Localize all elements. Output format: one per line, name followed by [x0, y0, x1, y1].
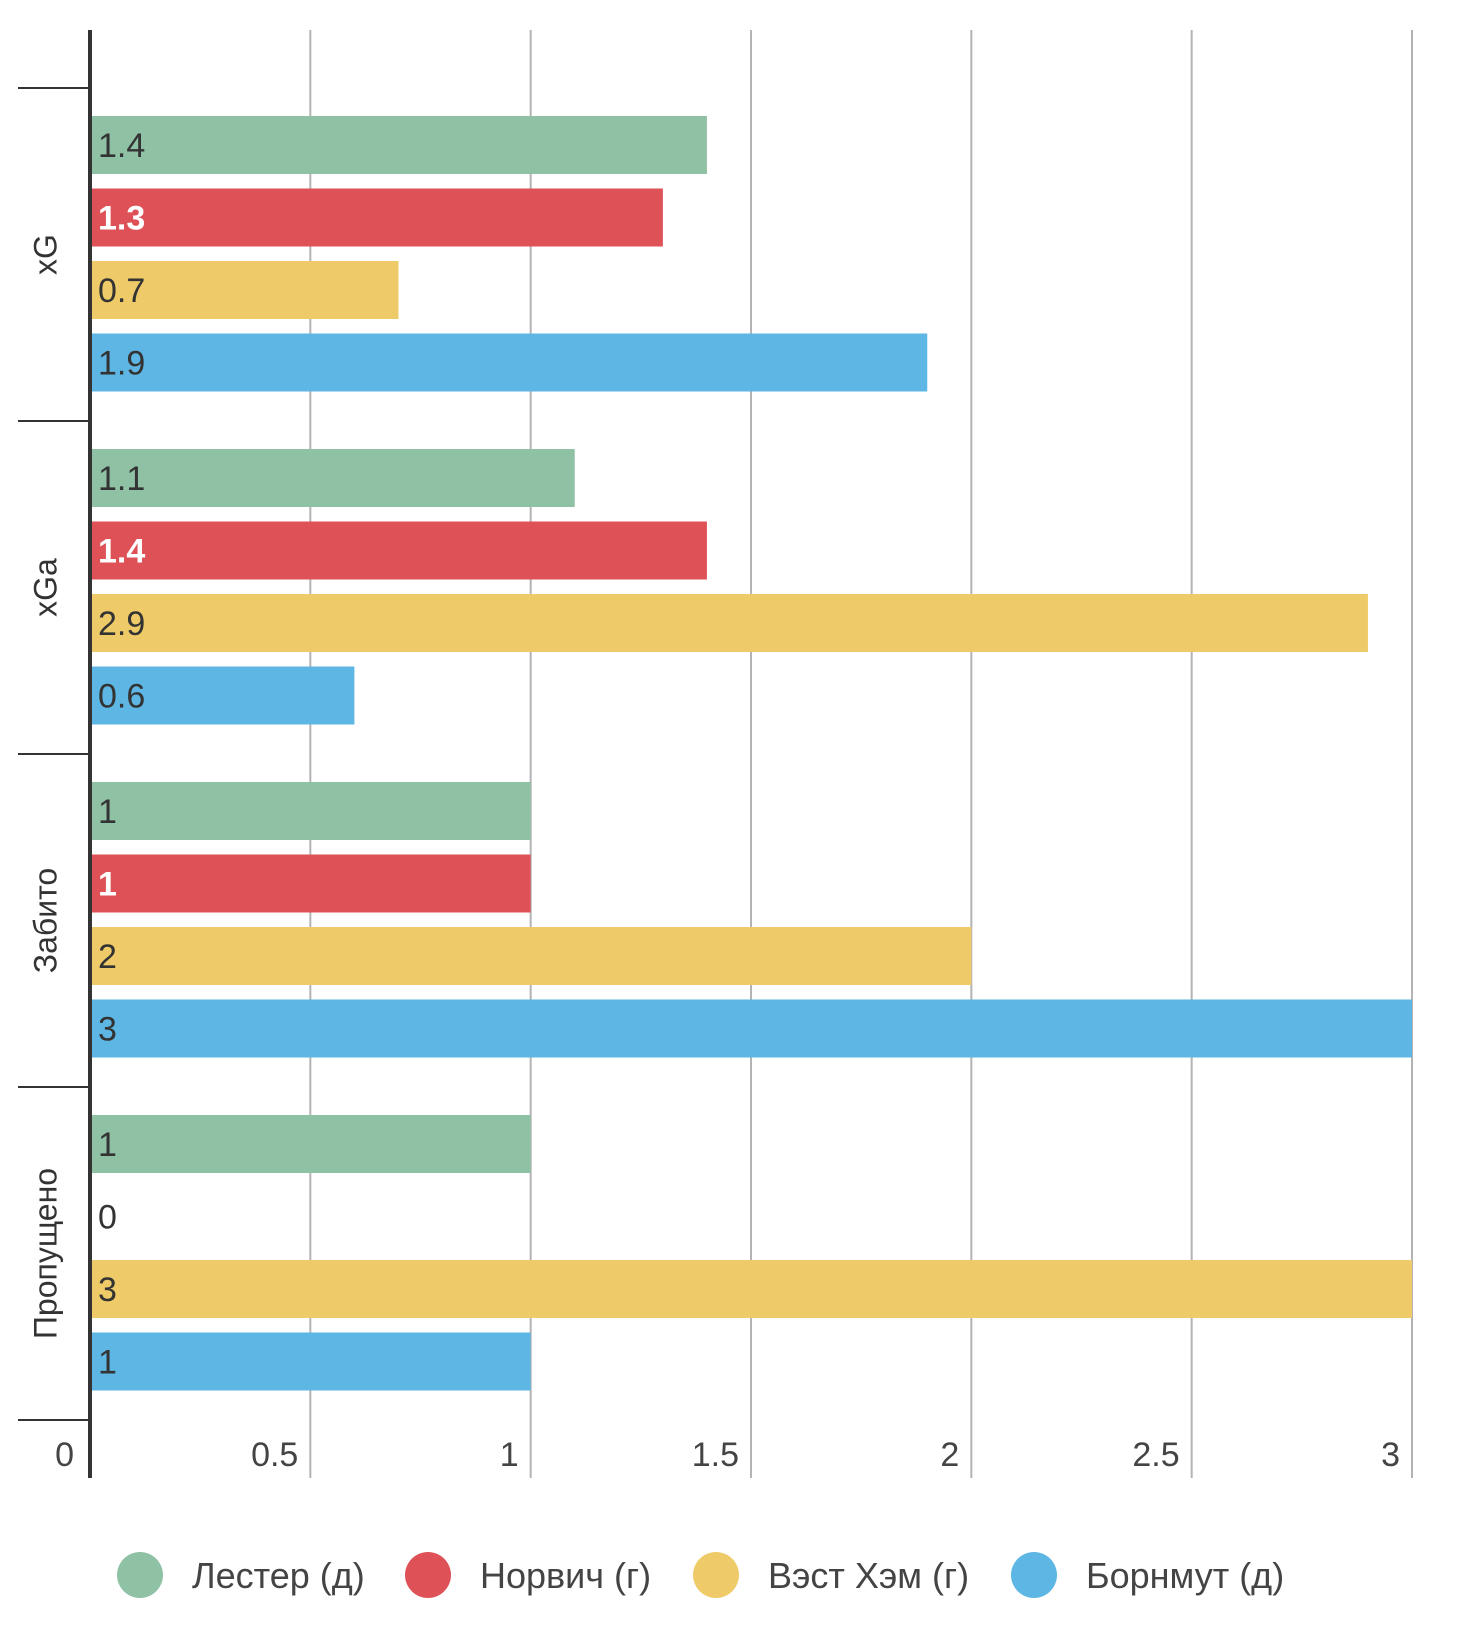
- bar: [90, 449, 575, 507]
- bar: [90, 334, 927, 392]
- bar: [90, 1260, 1412, 1318]
- data-label: 1.4: [98, 533, 145, 571]
- legend-label: Борнмут (д): [1086, 1555, 1284, 1596]
- data-label: 3: [98, 1011, 117, 1049]
- legend-swatch: [405, 1552, 451, 1598]
- legend-item: Лестер (д): [117, 1552, 365, 1598]
- legend-swatch: [693, 1552, 739, 1598]
- x-tick-label: 2.5: [1132, 1436, 1179, 1474]
- x-tick-label: 1.5: [692, 1436, 739, 1474]
- bar: [90, 1333, 531, 1391]
- bar: [90, 855, 531, 913]
- bar: [90, 594, 1368, 652]
- x-tick-label: 3: [1381, 1436, 1400, 1474]
- data-label: 1.4: [98, 127, 145, 165]
- data-label: 0.6: [98, 678, 145, 716]
- data-label: 1: [98, 793, 117, 831]
- bar: [90, 1115, 531, 1173]
- data-label: 1: [98, 1344, 117, 1382]
- data-label: 0.7: [98, 272, 145, 310]
- x-tick-label: 1: [500, 1436, 519, 1474]
- data-label: 3: [98, 1271, 117, 1309]
- legend-item: Борнмут (д): [1011, 1552, 1284, 1598]
- bar: [90, 189, 663, 247]
- data-label: 2: [98, 938, 117, 976]
- category-label: xGa: [27, 558, 63, 617]
- x-tick-label: 0.5: [251, 1436, 298, 1474]
- bar-chart-svg: 1.4 1.3 0.7 1.9 1.1 1.4 2.9 0.6 1 1 2 3 1 0 3 1 0 0.5 1 1.…: [0, 0, 1460, 1621]
- data-label: 1.9: [98, 345, 145, 383]
- legend-item: Вэст Хэм (г): [693, 1552, 969, 1598]
- data-label: 1: [98, 1126, 117, 1164]
- legend-item: Норвич (г): [405, 1552, 651, 1598]
- data-label: 1.1: [98, 460, 145, 498]
- x-tick-label: 0: [55, 1436, 74, 1474]
- legend-label: Вэст Хэм (г): [768, 1555, 969, 1596]
- data-label: 0: [98, 1199, 117, 1237]
- bar: [90, 927, 971, 985]
- x-tick-label: 2: [940, 1436, 959, 1474]
- bar: [90, 782, 531, 840]
- data-label: 1.3: [98, 200, 145, 238]
- legend-swatch: [1011, 1552, 1057, 1598]
- legend-swatch: [117, 1552, 163, 1598]
- bar: [90, 116, 707, 174]
- legend-label: Лестер (д): [192, 1555, 365, 1596]
- data-label: 1: [98, 866, 117, 904]
- legend-label: Норвич (г): [480, 1555, 651, 1596]
- chart: 1.4 1.3 0.7 1.9 1.1 1.4 2.9 0.6 1 1 2 3 1 0 3 1 0 0.5 1 1.…: [0, 0, 1460, 1621]
- category-label: xG: [27, 234, 63, 275]
- category-label: Пропущено: [27, 1168, 63, 1339]
- category-label: Забито: [27, 868, 63, 973]
- bar: [90, 1000, 1412, 1058]
- bar: [90, 522, 707, 580]
- data-label: 2.9: [98, 605, 145, 643]
